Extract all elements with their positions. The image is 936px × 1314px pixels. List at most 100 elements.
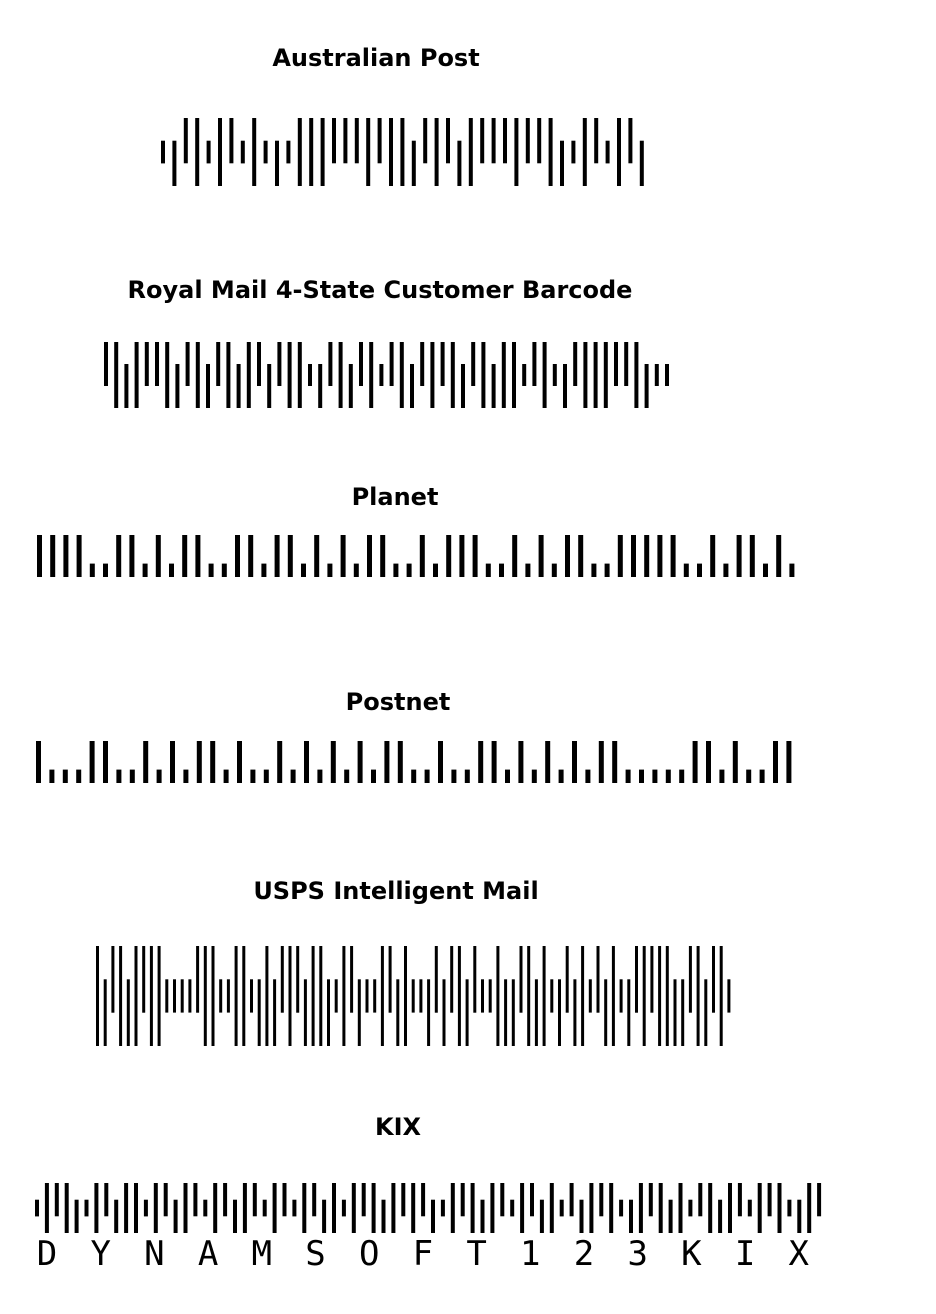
royal-mail-bar — [603, 342, 608, 408]
royal-mail-bar — [654, 364, 659, 386]
kix-bar — [431, 1199, 435, 1233]
royal-mail-bar — [573, 342, 578, 386]
kix-bar — [183, 1183, 188, 1233]
kix-text-char: 1 — [520, 1234, 541, 1274]
australian-post-bar — [252, 118, 257, 186]
kix-bar — [728, 1183, 732, 1233]
planet-bar — [393, 563, 399, 577]
kix-text-char: A — [197, 1234, 219, 1274]
postnet-bar — [679, 769, 685, 783]
kix-bar — [807, 1183, 812, 1233]
kix-bar — [450, 1183, 455, 1233]
australian-post-bar — [275, 140, 279, 186]
postnet-title: Postnet — [345, 688, 451, 716]
kix-bar — [440, 1199, 445, 1217]
usps-intelligent-mail-bar — [311, 946, 315, 1046]
kix-bar — [173, 1199, 178, 1233]
usps-intelligent-mail-bar — [234, 946, 238, 1046]
planet-bar — [749, 535, 755, 577]
postnet-bar — [170, 741, 175, 783]
planet-bar — [327, 563, 333, 577]
usps-intelligent-mail-bar — [488, 979, 492, 1013]
kix-bar — [322, 1199, 327, 1233]
planet-bar — [340, 535, 346, 577]
postnet-bar — [518, 741, 524, 783]
royal-mail-bar — [379, 364, 384, 386]
kix-bar — [609, 1183, 614, 1233]
planet-bar — [459, 535, 465, 577]
postnet-barcode — [36, 741, 792, 783]
australian-post-bar — [172, 140, 177, 186]
postnet-bar — [558, 769, 564, 783]
usps-intelligent-mail-bar — [380, 946, 384, 1046]
usps-intelligent-mail-bar — [265, 946, 269, 1046]
planet-bar — [433, 563, 438, 577]
kix-text-char: X — [788, 1234, 810, 1274]
postnet-bar — [156, 769, 162, 783]
kix-bar — [539, 1199, 544, 1233]
royal-mail-bar — [308, 364, 312, 386]
postnet-bar — [371, 769, 376, 783]
usps-intelligent-mail-bar — [688, 946, 692, 1013]
kix-bar — [312, 1183, 317, 1217]
australian-post-bar — [525, 118, 530, 164]
royal-mail-bar — [267, 364, 272, 408]
usps-intelligent-mail-bar — [681, 979, 685, 1046]
australian-post-bar — [514, 118, 519, 186]
postnet-bar — [625, 769, 631, 783]
usps-intelligent-mail-bar — [303, 979, 307, 1046]
planet-bar — [763, 563, 768, 577]
usps-intelligent-mail-bar — [103, 979, 107, 1046]
postnet-bar — [263, 769, 269, 783]
planet-bar — [169, 563, 174, 577]
usps-intelligent-mail-bar — [165, 979, 169, 1013]
postnet-bar — [223, 769, 229, 783]
kix-bar — [302, 1183, 307, 1233]
usps-intelligent-mail-bar — [650, 946, 654, 1013]
postnet-bar — [451, 769, 457, 783]
royal-mail-bar — [338, 342, 343, 408]
kix-text-char: D — [36, 1234, 58, 1274]
kix-bar — [500, 1183, 505, 1217]
planet-bar — [76, 535, 82, 577]
royal-mail-bar — [216, 342, 221, 386]
kix-bar — [718, 1199, 723, 1233]
royal-mail-bar — [134, 342, 139, 408]
australian-post-bar — [366, 118, 371, 186]
australian-post-bar — [491, 118, 496, 164]
usps-intelligent-mail-bar — [419, 979, 423, 1013]
royal-mail-bar — [542, 342, 547, 408]
usps-intelligent-mail-bar — [465, 979, 469, 1046]
kix-bar — [153, 1183, 158, 1233]
postnet-bar — [732, 741, 738, 783]
kix-text-char: 3 — [627, 1234, 648, 1274]
planet-bar — [235, 535, 240, 577]
australian-post-bar — [560, 140, 564, 186]
usps-intelligent-mail-bar — [427, 979, 431, 1046]
usps-intelligent-mail-bar — [296, 946, 300, 1013]
usps-intelligent-mail-bar — [712, 946, 715, 1013]
usps-intelligent-mail-bar — [226, 979, 230, 1013]
kix-bar — [668, 1199, 673, 1233]
usps-intelligent-mail-bar — [504, 979, 508, 1046]
australian-post-bar — [389, 118, 393, 186]
kix-text-char: K — [681, 1234, 702, 1274]
planet-bar — [591, 563, 597, 577]
australian-post-bar — [161, 140, 165, 164]
postnet-bar — [129, 769, 135, 783]
australian-post-bar — [423, 118, 428, 164]
postnet-bar — [317, 769, 323, 783]
kix-bar — [767, 1183, 772, 1217]
kix-bar — [203, 1199, 208, 1217]
royal-mail-bar — [257, 342, 261, 386]
postnet-bar — [290, 769, 296, 783]
royal-mail-bar — [277, 342, 282, 386]
usps-intelligent-mail-bar — [550, 979, 554, 1013]
royal-mail-bar — [144, 342, 149, 386]
usps-intelligent-mail-bar — [658, 946, 662, 1046]
usps-intelligent-mail-bar — [396, 979, 400, 1046]
usps-intelligent-mail-bar — [242, 946, 246, 1046]
kix-bar — [737, 1183, 742, 1217]
kix-text-char: O — [358, 1234, 380, 1274]
postnet-bar — [183, 769, 189, 783]
